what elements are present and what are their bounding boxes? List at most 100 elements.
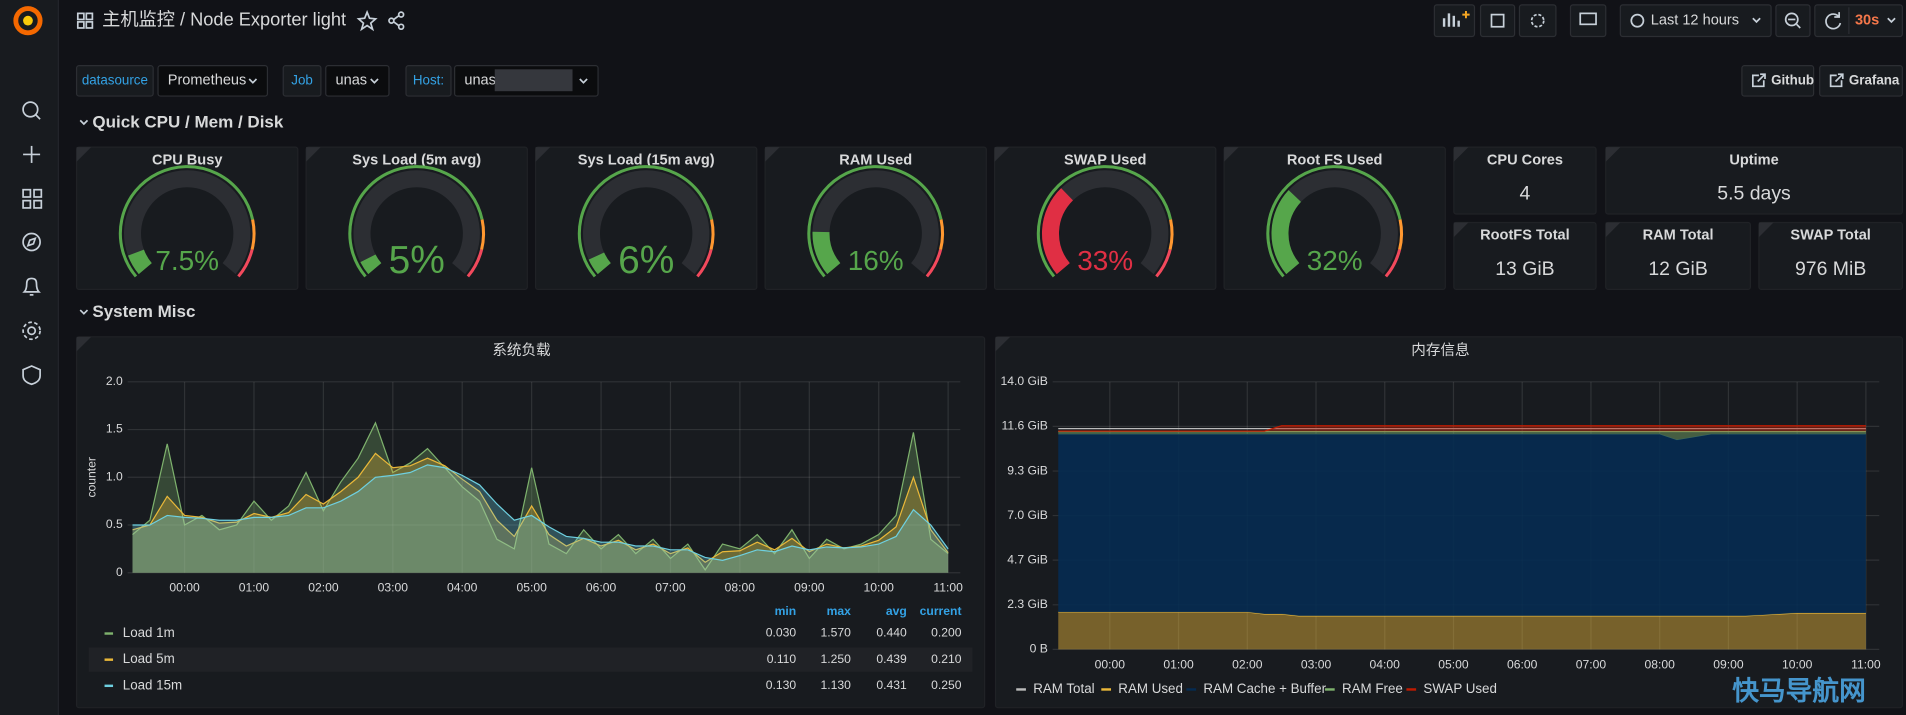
explore-icon[interactable] xyxy=(22,232,41,252)
variable-label-box xyxy=(282,65,322,97)
variable-value: Prometheus xyxy=(168,73,247,89)
y-tick-label: 7.0 GiB xyxy=(1007,508,1047,522)
save-button[interactable] xyxy=(1479,4,1516,38)
config-icon[interactable] xyxy=(22,321,41,341)
threshold-ring xyxy=(250,219,256,251)
threshold-ring xyxy=(1036,165,1173,278)
search-icon[interactable] xyxy=(22,101,41,120)
panels: Quick CPU / Mem / Disk System Misc CPU Bus… xyxy=(75,112,1903,709)
panel xyxy=(75,336,986,709)
create-icon[interactable] xyxy=(23,145,41,163)
legend-label[interactable]: RAM Cache + Buffer xyxy=(1203,681,1326,696)
variable-label: datasource xyxy=(82,72,148,87)
y-tick-label: 0.5 xyxy=(106,517,123,531)
legend-label[interactable]: RAM Free xyxy=(1342,681,1403,696)
variable-select[interactable] xyxy=(325,65,390,97)
x-tick-label: 02:00 xyxy=(1232,657,1263,671)
threshold-ring xyxy=(480,219,486,251)
time-range: Last 12 hours xyxy=(1651,13,1739,29)
legend-stat: 0.439 xyxy=(876,652,907,666)
row-title[interactable]: Quick CPU / Mem / Disk xyxy=(92,112,284,131)
settings-button[interactable] xyxy=(1518,4,1557,38)
row-title[interactable]: System Misc xyxy=(92,302,195,321)
x-tick-label: 07:00 xyxy=(655,581,686,595)
chevron xyxy=(579,78,588,84)
legend-row-highlight xyxy=(88,647,973,672)
stat-value: 976 MiB xyxy=(1795,258,1866,280)
legend-label[interactable]: SWAP Used xyxy=(1423,681,1497,696)
threshold-ring xyxy=(237,249,254,278)
variable-label: Job xyxy=(291,72,313,87)
variable-label-box xyxy=(405,65,452,97)
gauge-title: CPU Busy xyxy=(152,152,223,168)
save-icon xyxy=(1490,13,1505,28)
legend-label[interactable]: Load 5m xyxy=(123,651,175,666)
external-icon xyxy=(1829,73,1844,88)
zoom-out-button[interactable] xyxy=(1775,4,1811,38)
gauge-value: 33% xyxy=(1077,245,1133,276)
gauge-track xyxy=(124,170,251,275)
admin-icon[interactable] xyxy=(22,365,41,386)
legend-label[interactable]: RAM Used xyxy=(1118,681,1183,696)
variable-select[interactable] xyxy=(157,65,269,97)
y-tick-label: 11.6 GiB xyxy=(1001,419,1047,433)
area-fill xyxy=(132,422,949,573)
dashboard-title[interactable]: 主机监控 / Node Exporter light xyxy=(102,8,346,29)
panel-info-corner xyxy=(76,336,92,352)
x-tick-label: 08:00 xyxy=(725,581,756,595)
clock-icon xyxy=(1630,13,1645,28)
x-tick-label: 03:00 xyxy=(1301,657,1332,671)
legend-stat: 1.570 xyxy=(821,626,852,640)
panel xyxy=(1453,221,1597,291)
threshold-ring xyxy=(925,249,943,278)
gauge-value: 7.5% xyxy=(155,245,219,276)
stat-title: RootFS Total xyxy=(1480,228,1570,244)
x-tick-label: 08:00 xyxy=(1644,657,1675,671)
x-tick-label: 01:00 xyxy=(239,581,270,595)
y-tick-label: 1.0 xyxy=(106,469,123,483)
legend-label[interactable]: Load 1m xyxy=(123,625,175,640)
threshold-ring xyxy=(807,165,943,278)
chevron xyxy=(1887,17,1896,24)
blur-mask xyxy=(494,69,573,92)
watermark: 快马导航网 xyxy=(1732,675,1866,706)
zoom-icon xyxy=(1784,12,1801,29)
threshold-ring xyxy=(696,249,713,278)
y-tick-label: 0 xyxy=(116,565,123,579)
x-tick-label: 06:00 xyxy=(1507,657,1538,671)
star-icon[interactable] xyxy=(356,9,378,32)
link-button[interactable] xyxy=(1819,65,1903,97)
link-button[interactable] xyxy=(1741,65,1815,97)
chevron xyxy=(248,78,258,84)
time-picker[interactable] xyxy=(1619,4,1772,38)
grafana-logo[interactable] xyxy=(13,6,43,36)
gauge-title: SWAP Used xyxy=(1064,152,1146,168)
x-tick-label: 03:00 xyxy=(378,581,409,595)
stat-title: RAM Total xyxy=(1643,228,1714,244)
y-tick-label: 9.3 GiB xyxy=(1007,463,1047,477)
x-tick-label: 10:00 xyxy=(1782,657,1813,671)
gauge-value: 32% xyxy=(1307,245,1363,276)
x-tick-label: 06:00 xyxy=(586,581,617,595)
legend-label[interactable]: Load 15m xyxy=(123,677,182,692)
panel-info-corner xyxy=(1758,222,1774,238)
area-fill xyxy=(1058,425,1866,432)
gauge-value-arc xyxy=(127,249,153,275)
y-tick-label: 4.7 GiB xyxy=(1007,552,1047,566)
chevron xyxy=(1752,17,1761,24)
alerting-icon[interactable] xyxy=(22,277,41,296)
add-plus xyxy=(1462,10,1470,19)
legend-label[interactable]: RAM Total xyxy=(1033,681,1094,696)
threshold-ring xyxy=(118,165,255,278)
legend-stat: 0.110 xyxy=(767,652,797,666)
chart-title: 系统负载 xyxy=(492,342,551,359)
dashboards-icon[interactable] xyxy=(22,188,43,209)
external-icon xyxy=(1751,73,1766,88)
dashboard-grid-icon[interactable] xyxy=(76,12,94,29)
series-line xyxy=(1058,433,1866,441)
share-icon[interactable] xyxy=(388,11,405,31)
x-tick-label: 00:00 xyxy=(1095,657,1126,671)
tv-button[interactable] xyxy=(1569,4,1607,38)
x-tick-label: 09:00 xyxy=(794,581,825,595)
